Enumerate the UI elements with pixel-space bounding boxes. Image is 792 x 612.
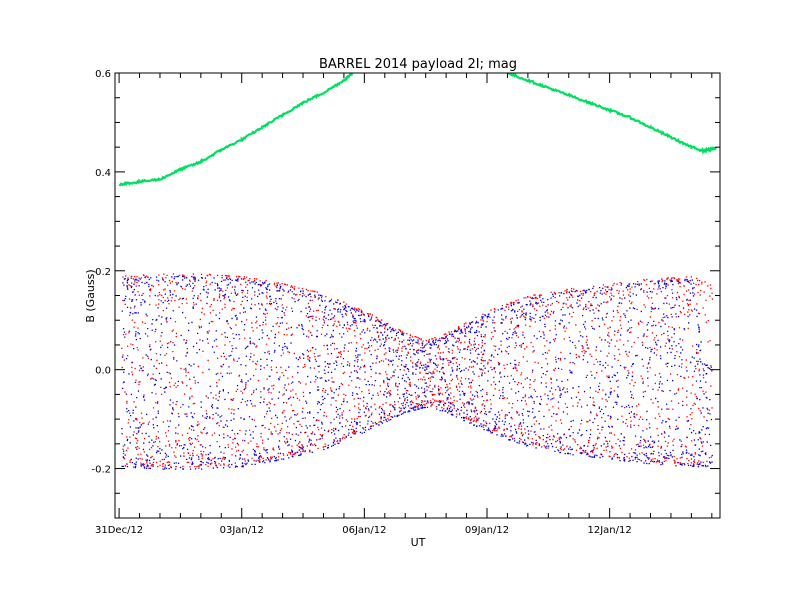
- y-tick-label: 0.4: [95, 168, 111, 179]
- x-tick-label: 06Jan/12: [342, 525, 386, 536]
- points-by: [121, 275, 713, 470]
- plot-data: [118, 73, 717, 470]
- y-axis: 0.6 0.4 0.2 0.0 -0.2: [91, 69, 720, 519]
- line-btotal-0: [118, 73, 354, 187]
- y-tick-label: 0.2: [95, 267, 111, 278]
- x-tick-label: 09Jan/12: [465, 525, 509, 536]
- x-tick-label: 31Dec/12: [95, 525, 143, 536]
- chart-title: BARREL 2014 payload 2I; mag: [319, 57, 517, 72]
- x-axis: 31Dec/12 03Jan/12 06Jan/12 09Jan/12 12Jan/12: [95, 73, 713, 536]
- series-bx: [121, 273, 713, 468]
- x-tick-label: 12Jan/12: [588, 525, 632, 536]
- x-tick-label: 03Jan/12: [220, 525, 264, 536]
- y-tick-label: -0.2: [91, 465, 111, 476]
- points-bx: [121, 273, 713, 468]
- y-tick-label: 0.6: [95, 69, 111, 80]
- line-btotal-1: [507, 73, 717, 155]
- series-by: [121, 275, 713, 470]
- series-btotal: [118, 73, 717, 187]
- y-tick-label: 0.0: [95, 366, 111, 377]
- y-axis-title: B (Gauss): [84, 269, 97, 322]
- x-axis-title: UT: [411, 536, 426, 549]
